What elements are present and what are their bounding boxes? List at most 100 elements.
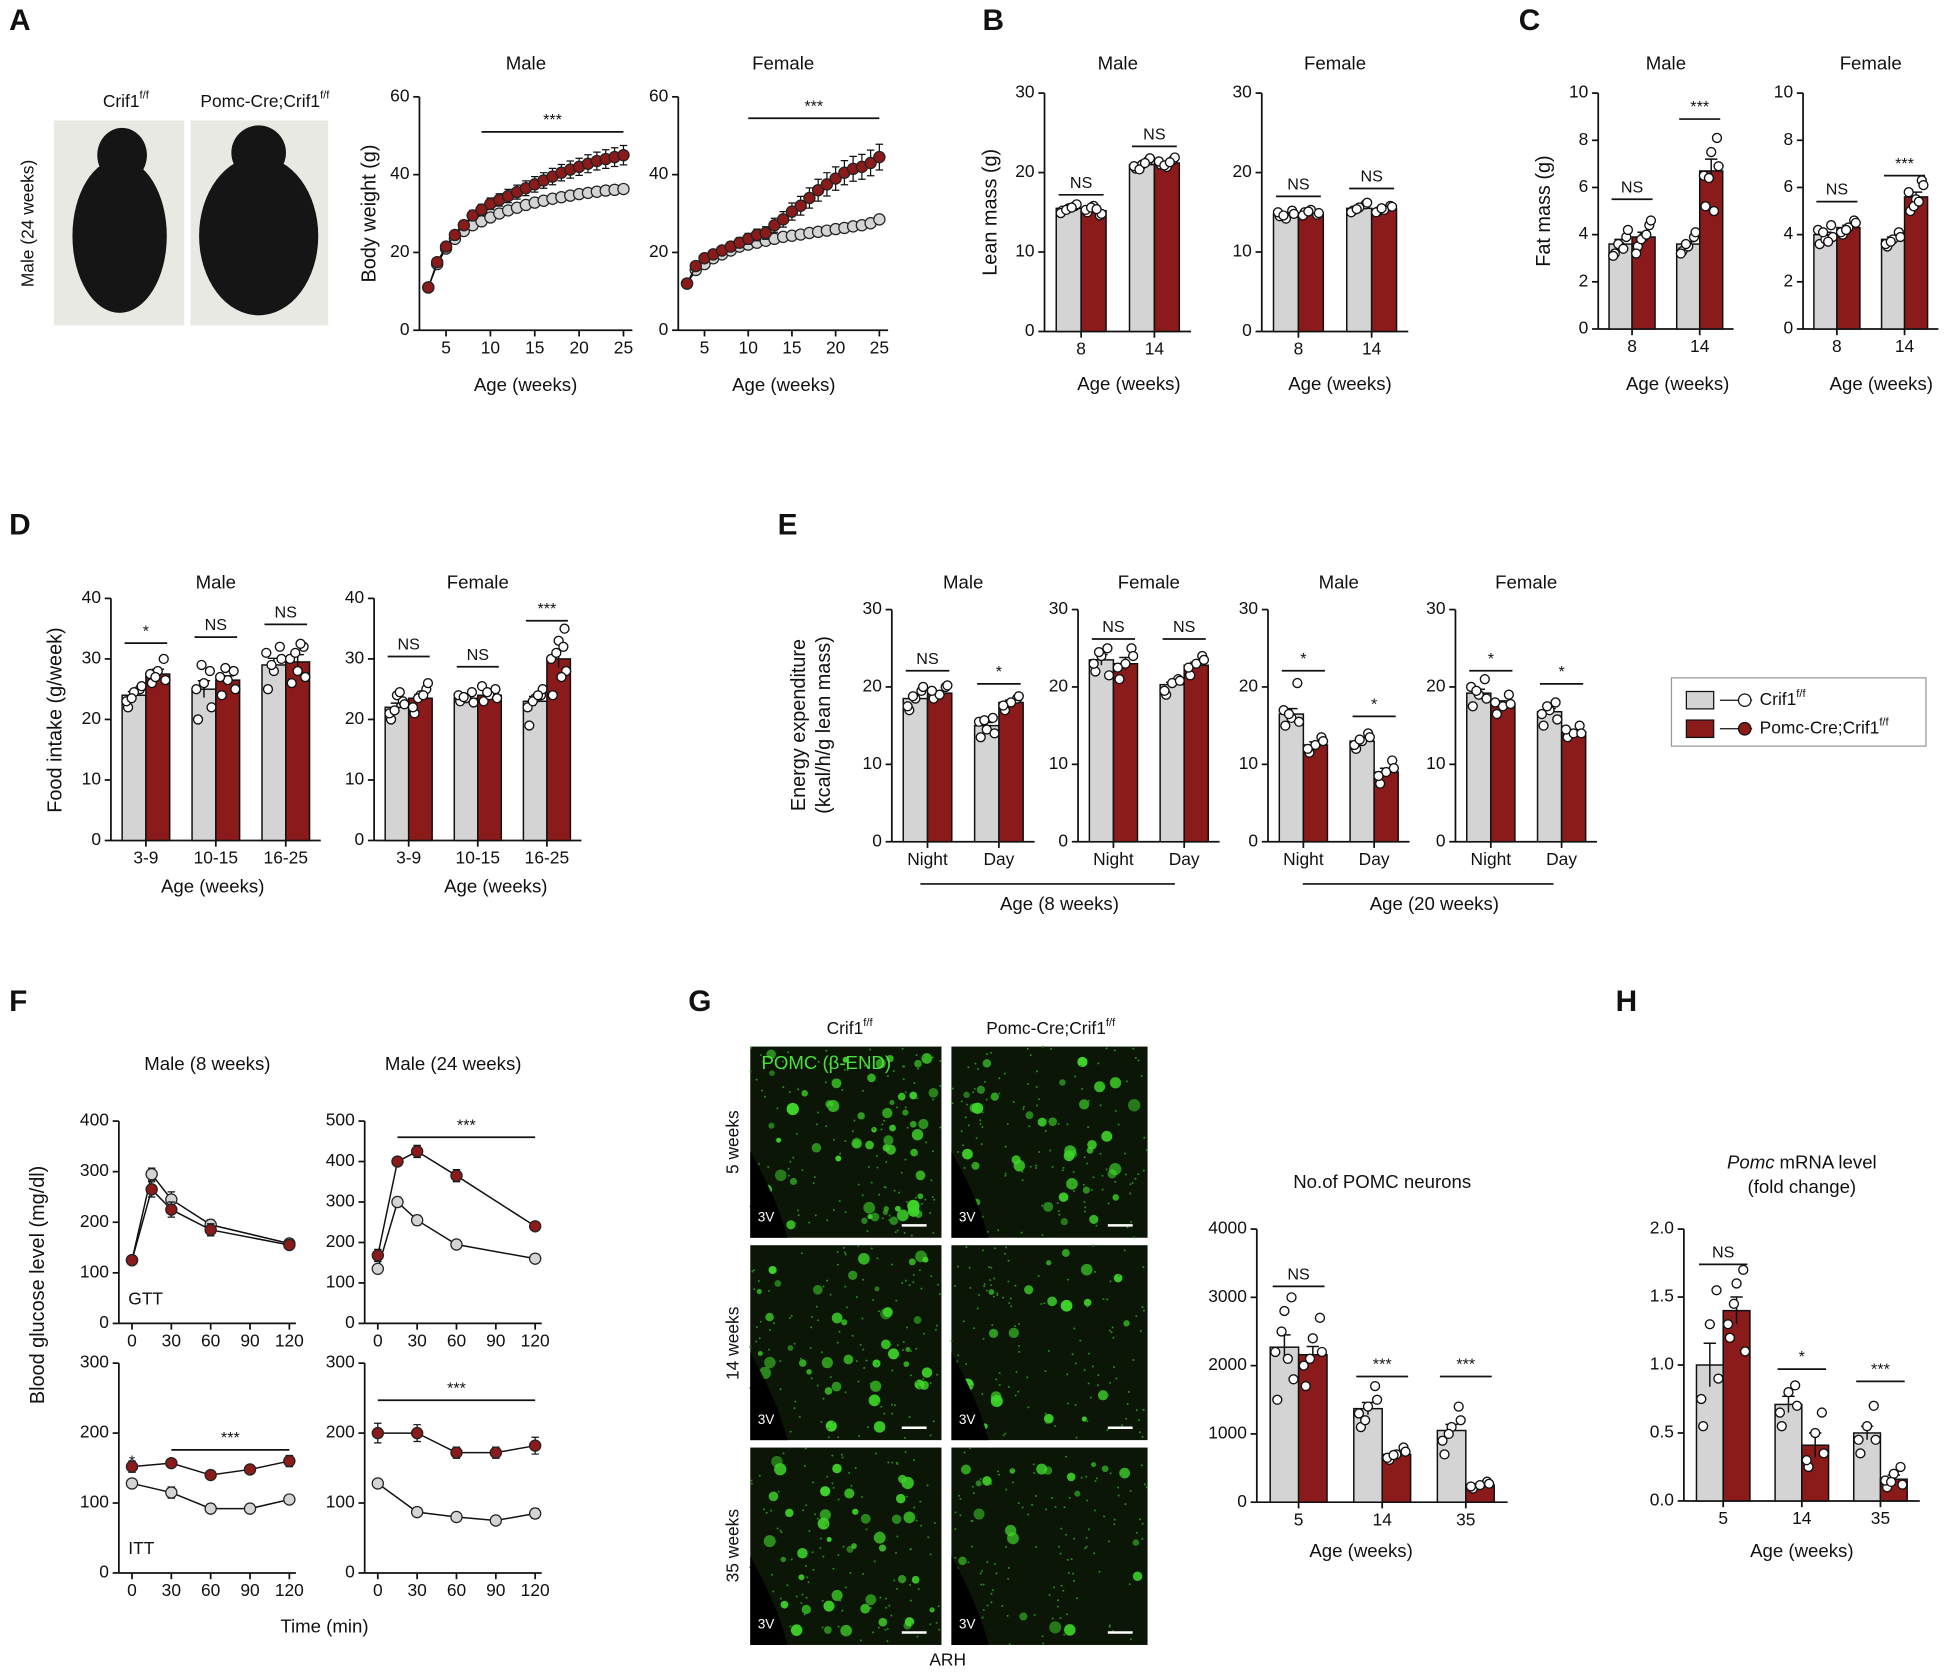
y-tick-label: 300 [80,1352,109,1372]
data-point [1293,716,1305,727]
neuron [780,1600,789,1609]
fiber [881,1123,884,1126]
fiber [1074,1403,1077,1406]
data-point [1895,1461,1906,1473]
fiber [811,1551,814,1554]
chart: 0 10 20 30 Male Age (20 weeks) Night * Day * [1239,571,1554,914]
y-tick-label: 0 [1058,830,1068,850]
neuron [831,1078,842,1089]
fiber [807,1581,810,1584]
neuron [897,1092,906,1101]
column-label: Pomc-Cre;Crif1f/f [200,90,330,111]
fiber [930,1179,933,1182]
x-tick-label: 60 [201,1580,220,1600]
fiber [954,1511,957,1514]
neuron [1119,1467,1131,1479]
data-point [1542,701,1553,712]
fiber [925,1141,928,1144]
data-point [1680,238,1692,250]
fiber [890,1614,893,1617]
fiber [827,1427,830,1430]
neuron [831,1312,843,1324]
significance-label: *** [1456,1356,1476,1374]
fiber [1008,1643,1011,1646]
neuron [789,1177,798,1186]
x-tick-label: 3-9 [396,848,421,868]
fiber [1007,1385,1010,1388]
fiber [1111,1326,1114,1329]
fiber [779,1388,782,1391]
data-point [243,1502,257,1515]
neuron [771,1455,783,1468]
data-point [942,680,953,691]
chart-title: Female [1304,52,1366,73]
fiber [1095,1477,1098,1480]
fiber [875,1452,878,1455]
fiber [1035,1164,1038,1167]
data-point [1791,1400,1803,1411]
superscript: f/f [863,1017,873,1029]
significance-label: *** [537,600,557,618]
fiber [939,1059,942,1062]
fiber [837,1498,840,1501]
fiber [1083,1201,1086,1204]
fiber [878,1193,881,1196]
fiber [1045,1508,1048,1511]
fiber [793,1407,796,1410]
x-tick-label: Night [907,849,948,869]
x-tick-label: 14 [1690,336,1710,356]
y-tick-label: 20 [1233,161,1252,181]
neuron [801,1090,808,1097]
fiber [1007,1259,1010,1262]
neuron [889,1124,896,1132]
data-point [551,647,562,659]
bar [1088,659,1115,843]
fiber [846,1068,849,1071]
neuron [825,1100,834,1108]
fiber [1018,1350,1021,1353]
inner-label: GTT [128,1288,163,1308]
fiber [919,1500,922,1503]
fiber [1015,1370,1018,1373]
data-point [204,1223,217,1237]
fiber [956,1360,959,1363]
fiber [911,1623,914,1626]
y-tick-label: 6 [1579,176,1589,196]
significance-label: * [1488,650,1495,668]
data-point [1783,1387,1794,1398]
x-tick-label: 5 [700,337,710,357]
significance-label: *** [1690,98,1710,116]
y-tick-label: 30 [1239,598,1258,618]
fiber [844,1253,847,1256]
fiber [1124,1173,1127,1176]
fiber [851,1130,854,1133]
fiber [1022,1105,1025,1108]
y-tick-label: 0 [99,1562,109,1582]
neuron [820,1486,831,1497]
fiber [1139,1518,1142,1521]
fiber [755,1078,758,1081]
significance-label: NS [1070,174,1093,192]
fiber [1084,1547,1087,1550]
fiber [776,1107,779,1110]
fiber [825,1125,828,1128]
label: Pomc-Cre;Crif1 [986,1018,1106,1038]
y-tick-label: 100 [326,1492,355,1512]
data-point [528,1220,542,1233]
data-point [371,1477,385,1490]
fiber [749,1070,752,1073]
fiber [838,1200,841,1203]
label: Crif1 [827,1018,864,1038]
fiber [814,1214,817,1217]
neuron [824,1626,832,1634]
fiber [1021,1179,1024,1182]
fiber [1125,1080,1128,1083]
data-point [1675,248,1687,259]
chart: 0 2 4 6 8 10 Female Age (weeks) 8 NS 14 *** [1774,52,1939,394]
data-point [1704,1319,1715,1330]
fiber [963,1451,966,1454]
fiber [985,1052,988,1055]
fiber [1071,1183,1074,1186]
significance-label: NS [397,636,420,654]
fiber [963,1167,966,1170]
